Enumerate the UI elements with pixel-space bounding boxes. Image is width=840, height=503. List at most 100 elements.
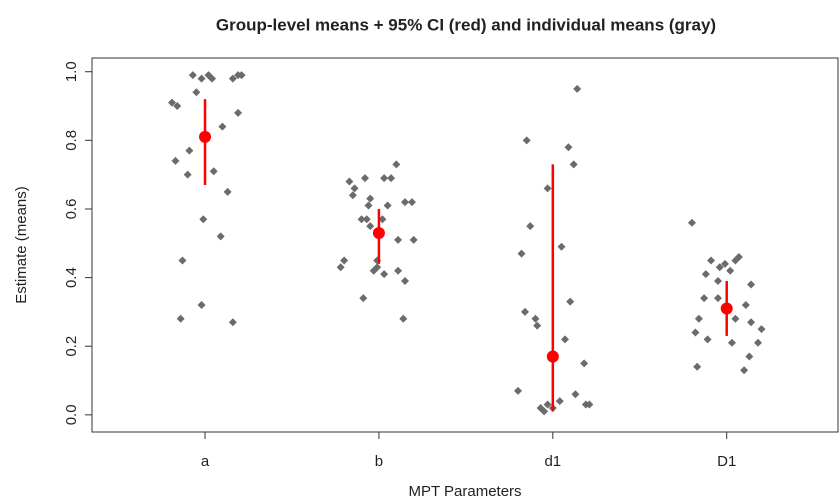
individual-point <box>399 314 408 323</box>
individual-point <box>380 174 389 183</box>
individual-point <box>700 294 709 303</box>
group-mean <box>372 226 385 239</box>
individual-point <box>543 184 552 193</box>
plot-frame <box>91 57 839 433</box>
group-mean <box>720 302 733 315</box>
individual-point <box>526 222 535 231</box>
individual-point <box>192 88 201 97</box>
x-tick-label: d1 <box>544 453 561 470</box>
individual-point <box>520 307 529 316</box>
individual-point <box>345 177 354 186</box>
individual-point <box>687 218 696 227</box>
individual-point <box>754 338 763 347</box>
individual-point <box>364 201 373 210</box>
individual-point <box>747 318 756 327</box>
individual-point <box>178 256 187 265</box>
individual-point <box>701 270 710 279</box>
y-tick-label: 0.8 <box>63 130 80 151</box>
x-tick-label: b <box>375 453 383 470</box>
individual-point <box>566 297 575 306</box>
individual-point <box>173 102 182 111</box>
individual-point <box>176 314 185 323</box>
individual-point <box>557 242 566 251</box>
individual-point <box>715 263 724 272</box>
individual-point <box>378 215 387 224</box>
individual-point <box>237 71 246 80</box>
individual-point <box>234 108 243 117</box>
individual-point <box>223 187 232 196</box>
individual-point <box>394 235 403 244</box>
y-axis-label: Estimate (means) <box>13 186 30 304</box>
individual-point <box>209 167 218 176</box>
y-tick-label: 1.0 <box>63 61 80 82</box>
individual-point <box>216 232 225 241</box>
individual-point <box>533 321 542 330</box>
individual-point <box>740 366 749 375</box>
individual-point <box>555 397 564 406</box>
individual-point <box>531 314 540 323</box>
x-tick-label: a <box>201 453 210 470</box>
individual-point <box>707 256 716 265</box>
individual-point <box>383 201 392 210</box>
group-mean <box>546 350 559 363</box>
individual-point <box>731 314 740 323</box>
individual-point <box>585 400 594 409</box>
individual-point <box>571 390 580 399</box>
individual-point <box>693 362 702 371</box>
individual-point <box>207 74 216 83</box>
y-tick-label: 0.2 <box>63 336 80 357</box>
individual-point <box>745 352 754 361</box>
individual-point <box>218 122 227 131</box>
individual-point <box>407 198 416 207</box>
individual-point <box>183 170 192 179</box>
individual-point <box>401 277 410 286</box>
individual-point <box>569 160 578 169</box>
individual-point <box>348 191 357 200</box>
individual-point <box>741 301 750 310</box>
individual-point <box>522 136 531 145</box>
individual-point <box>401 198 410 207</box>
y-tick-label: 0.0 <box>63 404 80 425</box>
x-axis-label: MPT Parameters <box>408 483 521 500</box>
individual-point <box>543 400 552 409</box>
individual-point <box>580 359 589 368</box>
x-tick-label: D1 <box>717 453 736 470</box>
individual-point <box>340 256 349 265</box>
y-tick-label: 0.4 <box>63 267 80 288</box>
individual-point <box>564 143 573 152</box>
individual-point <box>514 386 523 395</box>
individual-point <box>394 266 403 275</box>
individual-point <box>714 277 723 286</box>
individual-point <box>228 74 237 83</box>
individual-point <box>691 328 700 337</box>
y-tick-label: 0.6 <box>63 199 80 220</box>
individual-point <box>517 249 526 258</box>
individual-point <box>359 294 368 303</box>
individual-point <box>694 314 703 323</box>
individual-point <box>197 74 206 83</box>
individual-point <box>167 98 176 107</box>
individual-point <box>380 270 389 279</box>
individual-point <box>734 253 743 262</box>
individual-point <box>185 146 194 155</box>
individual-point <box>366 222 375 231</box>
individual-point <box>336 263 345 272</box>
individual-point <box>350 184 359 193</box>
individual-point <box>373 263 382 272</box>
individual-point <box>387 174 396 183</box>
individual-point <box>714 294 723 303</box>
individual-point <box>171 156 180 165</box>
chart-title: Group-level means + 95% CI (red) and ind… <box>216 15 716 34</box>
individual-point <box>727 338 736 347</box>
individual-point <box>757 325 766 334</box>
individual-point <box>409 235 418 244</box>
individual-point <box>197 301 206 310</box>
individual-point <box>703 335 712 344</box>
individual-point <box>392 160 401 169</box>
individual-point <box>720 259 729 268</box>
individual-point <box>726 266 735 275</box>
individual-point <box>366 194 375 203</box>
group-mean <box>199 130 212 143</box>
individual-point <box>188 71 197 80</box>
